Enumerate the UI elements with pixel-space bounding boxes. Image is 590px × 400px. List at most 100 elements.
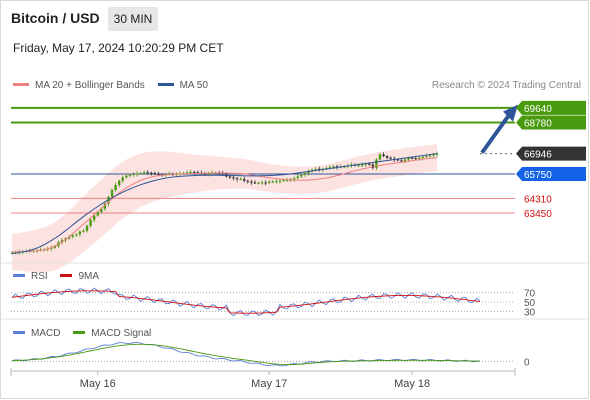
candle-body [335, 166, 339, 168]
candle-body [282, 180, 285, 182]
legend-label-ma50: MA 50 [179, 80, 208, 91]
legend-label-macd-signal: MACD Signal [91, 328, 152, 339]
candle-body [207, 173, 210, 175]
candle-body [418, 157, 421, 159]
candle-body [67, 236, 71, 239]
legend-swatch-rsi [13, 273, 25, 277]
x-tick-label: May 16 [80, 378, 116, 390]
candle-body [293, 178, 296, 180]
candle-body [228, 176, 232, 178]
ma20-line [11, 157, 438, 253]
candle-body [121, 177, 124, 181]
candle-body [257, 182, 260, 184]
legend-item-rsi: RSI [13, 271, 48, 282]
candle-body [407, 157, 410, 160]
candle-body [296, 176, 300, 179]
candle-body [318, 168, 321, 170]
candle-body [53, 246, 57, 248]
ma50-line [11, 153, 438, 255]
chart-header: Bitcoin / USD 30 MIN [0, 0, 590, 36]
candle-body [360, 164, 364, 166]
legend-macd: MACD MACD Signal [13, 328, 151, 339]
candle-body [10, 252, 14, 254]
legend-main: MA 20 + Bollinger Bands MA 50 [13, 80, 208, 91]
candle-body [132, 173, 135, 175]
candle-body [432, 154, 435, 156]
candle-body [253, 182, 257, 184]
legend-label-rsi: RSI [31, 271, 48, 282]
candle-body [139, 173, 142, 175]
candle-body [250, 181, 253, 183]
price-level-labels: 69640 68780 66946 65750 64310 63450 [516, 100, 586, 220]
level-label-resistance: 69640 [524, 104, 552, 115]
legend-swatch-macd [13, 330, 25, 334]
candle-body [60, 240, 64, 243]
legend-rsi: RSI 9MA [13, 271, 99, 282]
candle-body [78, 231, 82, 235]
candle-body [157, 173, 160, 175]
legend-swatch-ma50 [157, 82, 174, 86]
candle-body [385, 156, 389, 158]
candle-body [103, 203, 107, 209]
candle-body [300, 174, 303, 177]
price-levels [11, 106, 515, 214]
level-label-current: 66946 [524, 150, 552, 161]
legend-swatch-ma20 [13, 82, 29, 86]
macd-line [11, 341, 481, 367]
timeframe-badge[interactable]: 30 MIN [108, 7, 158, 31]
forecast-arrow-head [503, 104, 518, 122]
level-label-box-resistance [516, 100, 586, 115]
candle-body [235, 178, 239, 180]
candle-body [260, 182, 264, 184]
rsi-level-label: 30 [524, 307, 536, 318]
level-label-support: 63450 [524, 209, 552, 220]
level-label-box-pivot [516, 166, 586, 181]
legend-item-ma20: MA 20 + Bollinger Bands [13, 80, 145, 91]
rsi-level-label: 50 [524, 298, 536, 309]
candle-body [428, 155, 432, 157]
candle-body [96, 212, 99, 216]
candle-body [128, 174, 132, 176]
candle-body [239, 179, 242, 181]
candle-body [92, 215, 96, 220]
candle-body [378, 154, 382, 160]
candle-body [332, 166, 335, 168]
candle-body [150, 172, 153, 174]
legend-swatch-macd-signal [73, 330, 86, 334]
candle-body [435, 153, 439, 155]
candle-body [135, 173, 139, 175]
moving-averages [11, 153, 438, 255]
level-label-pivot: 65750 [524, 170, 552, 181]
candle-body [364, 163, 367, 165]
legend-label-ma20: MA 20 + Bollinger Bands [35, 80, 145, 91]
candle-body [285, 179, 289, 181]
candle-body [425, 156, 428, 158]
candle-body [189, 171, 192, 173]
legend-item-ma50: MA 50 [157, 80, 208, 91]
level-label-support: 64310 [524, 194, 552, 205]
candle-body [100, 208, 103, 213]
candle-body [142, 172, 146, 174]
macd-signal-line [11, 343, 481, 366]
candle-body [192, 171, 196, 173]
candle-body [275, 181, 278, 183]
legend-item-9ma: 9MA [60, 271, 99, 282]
candle-body [246, 180, 249, 182]
candle-body [328, 167, 332, 169]
candle-body [368, 163, 371, 165]
candle-body [82, 230, 85, 232]
candle-body [389, 157, 392, 159]
candle-body [314, 168, 317, 170]
candle-body [153, 173, 157, 175]
instrument-title: Bitcoin / USD [11, 10, 100, 26]
research-credit: Research © 2024 Trading Central [431, 80, 581, 91]
bollinger-bands [12, 144, 438, 273]
legend-item-macd-signal: MACD Signal [73, 328, 151, 339]
candle-body [232, 177, 235, 179]
level-label-box-resistance [516, 115, 586, 130]
candle-body [414, 158, 417, 160]
candle-body [268, 181, 271, 183]
candle-body [307, 171, 310, 174]
